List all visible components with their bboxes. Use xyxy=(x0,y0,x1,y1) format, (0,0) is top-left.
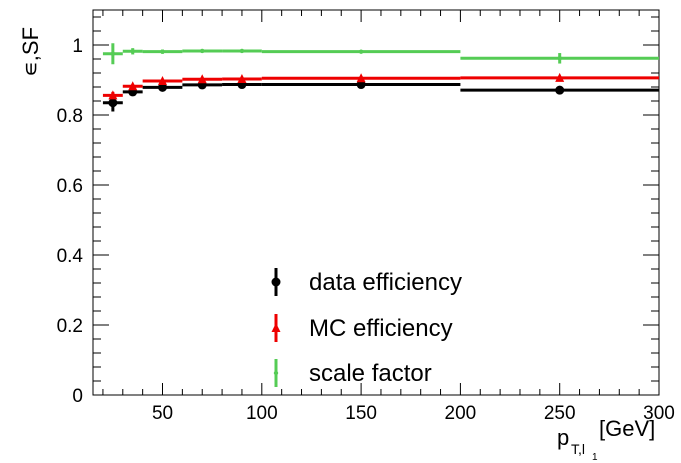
x-tick-label: 150 xyxy=(345,403,377,424)
y-tick-label: 0.2 xyxy=(57,316,83,337)
data-point xyxy=(261,73,461,83)
x-tick-label: 250 xyxy=(544,403,576,424)
data-point xyxy=(182,74,223,84)
plot-frame xyxy=(92,9,660,396)
series-data-efficiency xyxy=(102,80,659,112)
legend-entry: scale factor xyxy=(273,359,432,387)
legend-entry: data efficiency xyxy=(271,268,462,296)
data-point xyxy=(102,43,123,65)
circle-marker xyxy=(555,85,565,95)
circle-marker xyxy=(271,277,281,287)
y-tick-label: 0.6 xyxy=(57,176,83,197)
triangle-marker xyxy=(197,74,207,84)
series-scale-factor xyxy=(102,43,659,65)
small-circle-marker xyxy=(110,51,116,56)
x-tick-label: 300 xyxy=(643,403,675,424)
data-point xyxy=(261,80,461,90)
x-axis-title-subsubscript: 1 xyxy=(592,452,598,463)
triangle-marker xyxy=(158,76,168,86)
y-tick-label: 1 xyxy=(72,36,83,57)
x-tick-label: 200 xyxy=(445,403,477,424)
series-MC-efficiency xyxy=(102,72,659,100)
small-circle-marker xyxy=(557,56,562,61)
triangle-marker xyxy=(356,73,366,83)
triangle-marker xyxy=(108,90,118,100)
circle-marker xyxy=(158,82,168,92)
data-point xyxy=(222,48,262,54)
y-tick-label: 0.8 xyxy=(57,106,83,127)
circle-marker xyxy=(108,98,118,108)
data-point xyxy=(142,49,183,54)
data-point xyxy=(222,73,262,83)
x-axis-title-subscript: T,l xyxy=(571,441,585,457)
data-point xyxy=(460,53,659,64)
legend-label: scale factor xyxy=(309,360,432,387)
data-point xyxy=(460,72,659,82)
y-tick-label: 0 xyxy=(72,386,83,407)
x-tick-label: 50 xyxy=(152,403,173,424)
y-axis-title: ∊,SF xyxy=(18,27,43,77)
data-point xyxy=(460,85,659,95)
triangle-marker xyxy=(271,323,281,332)
small-circle-marker xyxy=(239,48,245,54)
small-circle-marker xyxy=(273,370,279,376)
small-circle-marker xyxy=(358,49,364,54)
x-axis-title-unit: [GeV] xyxy=(599,416,655,441)
data-series xyxy=(102,43,659,112)
triangle-marker xyxy=(237,73,247,83)
data-point xyxy=(122,48,143,55)
data-point xyxy=(261,49,461,54)
y-tick-label: 0.4 xyxy=(57,246,84,267)
legend-label: MC efficiency xyxy=(309,315,453,342)
data-point xyxy=(142,82,183,92)
legend-label: data efficiency xyxy=(309,269,462,296)
triangle-marker xyxy=(555,72,565,82)
legend-entry: MC efficiency xyxy=(271,314,453,342)
small-circle-marker xyxy=(200,48,205,54)
small-circle-marker xyxy=(160,49,165,54)
x-axis-title-main: p xyxy=(557,425,569,450)
data-point xyxy=(182,48,223,54)
x-axis-title: p T,l 1 [GeV] xyxy=(557,416,655,463)
data-point xyxy=(102,90,123,100)
data-point xyxy=(142,76,183,86)
circle-marker xyxy=(356,80,366,90)
small-circle-marker xyxy=(130,49,135,54)
triangle-marker xyxy=(128,81,138,91)
data-point xyxy=(122,81,143,91)
legend: data efficiency MC efficiency scale factor xyxy=(271,268,462,387)
x-tick-label: 100 xyxy=(246,403,278,424)
